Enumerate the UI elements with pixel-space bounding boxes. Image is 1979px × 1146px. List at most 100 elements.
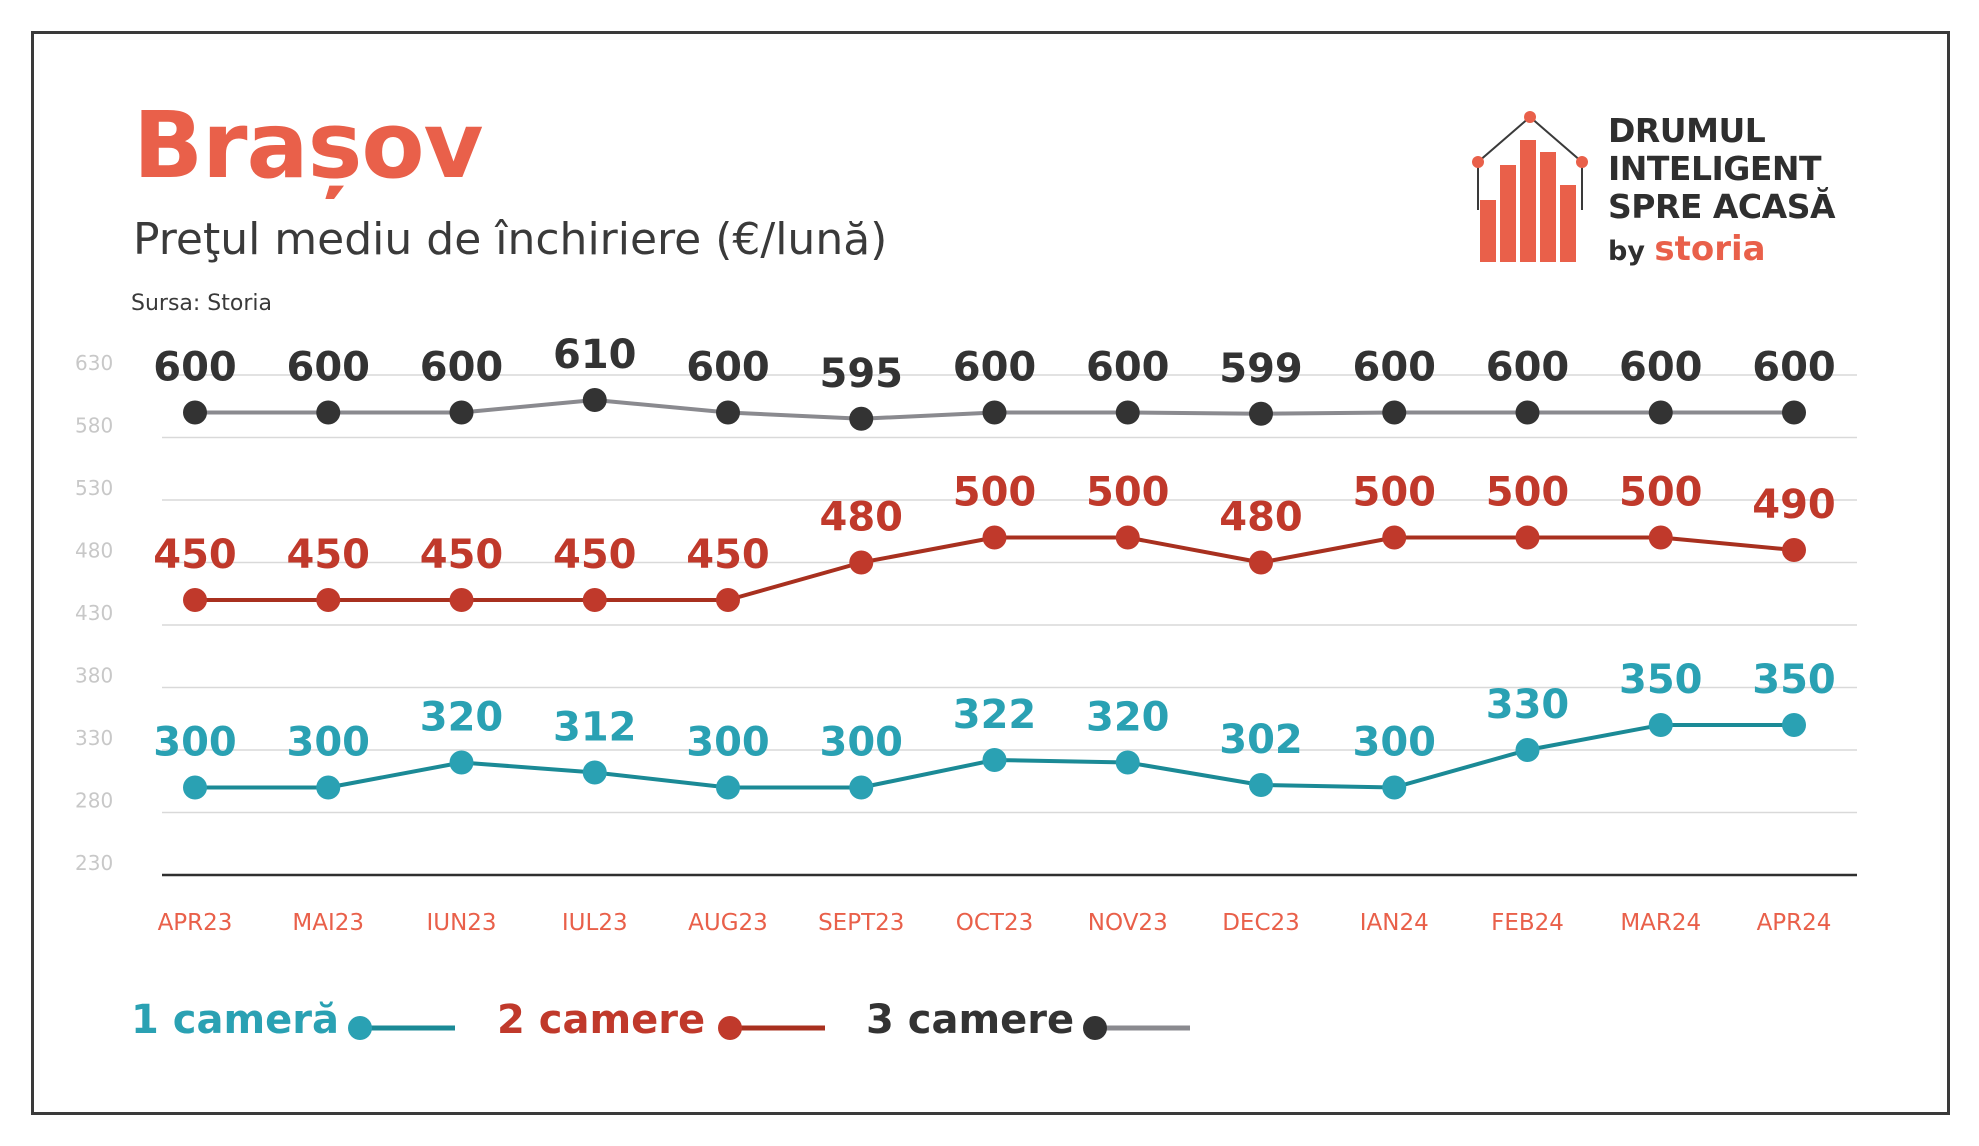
data-label: 500 bbox=[1619, 470, 1703, 516]
data-point bbox=[1382, 775, 1407, 800]
legend-marker-2 bbox=[718, 1016, 825, 1040]
series-2: 450 450 450 450 450 480 500 500 480 500 500 500 490 bbox=[153, 470, 1836, 612]
data-label: 450 bbox=[686, 532, 770, 578]
data-label: 595 bbox=[820, 351, 904, 397]
source-note: Sursa: Storia bbox=[131, 291, 272, 316]
data-label: 600 bbox=[153, 345, 237, 391]
y-tick-label: 330 bbox=[75, 726, 113, 750]
logo-wordmark: DRUMUL INTELIGENT SPRE ACASĂ bbox=[1608, 111, 1836, 226]
data-point bbox=[1249, 401, 1273, 426]
data-point bbox=[1648, 400, 1673, 425]
data-label: 300 bbox=[686, 720, 770, 766]
data-point bbox=[982, 400, 1007, 425]
logo-house-chart-icon bbox=[1472, 111, 1588, 262]
x-tick-label: APR23 bbox=[158, 910, 233, 936]
x-tick-label: MAR24 bbox=[1620, 910, 1701, 936]
data-point bbox=[449, 750, 474, 775]
data-point bbox=[183, 400, 207, 425]
data-label: 600 bbox=[1486, 345, 1570, 391]
y-tick-label: 230 bbox=[75, 851, 113, 875]
x-tick-label: DEC23 bbox=[1222, 910, 1300, 936]
data-label: 300 bbox=[287, 720, 371, 766]
data-point bbox=[716, 588, 740, 612]
logo-brand: storia bbox=[1654, 229, 1766, 269]
data-point bbox=[1782, 713, 1806, 737]
x-tick-label: FEB24 bbox=[1491, 910, 1564, 936]
data-point bbox=[716, 400, 740, 425]
data-point bbox=[1782, 538, 1806, 562]
y-tick-label: 380 bbox=[75, 664, 113, 688]
data-label: 500 bbox=[1086, 470, 1170, 516]
data-label: 450 bbox=[153, 532, 237, 578]
data-point bbox=[1515, 400, 1540, 425]
data-point bbox=[1249, 773, 1273, 797]
data-label: 300 bbox=[820, 720, 904, 766]
data-point bbox=[1382, 525, 1407, 550]
data-label: 320 bbox=[1086, 695, 1170, 741]
data-point bbox=[183, 775, 207, 800]
data-point bbox=[1249, 550, 1273, 575]
data-point bbox=[716, 775, 740, 800]
data-label: 330 bbox=[1486, 682, 1570, 728]
data-label: 450 bbox=[420, 532, 504, 578]
y-tick-label: 580 bbox=[75, 414, 113, 438]
series-1: 300 300 320 312 300 300 322 320 302 300 330 350 350 bbox=[153, 657, 1836, 800]
x-tick-label: SEPT23 bbox=[818, 910, 904, 936]
legend-marker-3 bbox=[1083, 1016, 1190, 1040]
data-point bbox=[1115, 525, 1140, 550]
data-point bbox=[582, 388, 607, 412]
y-tick-label: 480 bbox=[75, 539, 113, 563]
x-tick-label: IUL23 bbox=[562, 910, 628, 936]
series-3: 600 600 600 610 600 595 600 600 599 600 600 600 600 bbox=[153, 332, 1836, 431]
data-point bbox=[316, 775, 341, 800]
data-label: 300 bbox=[1353, 720, 1437, 766]
data-label: 600 bbox=[1752, 345, 1836, 391]
data-point bbox=[1515, 525, 1540, 550]
data-label: 600 bbox=[686, 345, 770, 391]
y-tick-label: 280 bbox=[75, 789, 113, 813]
x-tick-label: MAI23 bbox=[292, 910, 364, 936]
legend-marker-1 bbox=[348, 1016, 455, 1040]
data-label: 490 bbox=[1752, 482, 1836, 528]
data-label: 599 bbox=[1219, 346, 1303, 392]
logo-line-3: SPRE ACASĂ bbox=[1608, 187, 1836, 226]
data-label: 600 bbox=[420, 345, 504, 391]
logo-line-1: DRUMUL bbox=[1608, 111, 1766, 150]
data-label: 600 bbox=[1619, 345, 1703, 391]
y-axis-ticks: 230 280 330 380 430 480 530 580 630 bbox=[75, 351, 113, 875]
data-label: 480 bbox=[1219, 495, 1303, 541]
data-label: 600 bbox=[1353, 345, 1437, 391]
data-label: 600 bbox=[953, 345, 1037, 391]
data-label: 600 bbox=[1086, 345, 1170, 391]
data-label: 600 bbox=[287, 345, 371, 391]
data-label: 312 bbox=[553, 705, 637, 751]
logo-line-2: INTELIGENT bbox=[1608, 149, 1822, 188]
data-label: 450 bbox=[287, 532, 371, 578]
y-tick-label: 430 bbox=[75, 601, 113, 625]
y-tick-label: 630 bbox=[75, 351, 113, 375]
data-point bbox=[582, 760, 607, 785]
data-point bbox=[316, 588, 341, 612]
legend: 1 cameră 2 camere 3 camere bbox=[0, 992, 1979, 1048]
data-label: 480 bbox=[820, 495, 904, 541]
x-tick-label: IAN24 bbox=[1360, 910, 1429, 936]
data-label: 302 bbox=[1219, 717, 1303, 763]
data-point bbox=[1648, 713, 1673, 737]
data-label: 500 bbox=[953, 470, 1037, 516]
y-tick-label: 530 bbox=[75, 476, 113, 500]
x-tick-label: NOV23 bbox=[1088, 910, 1168, 936]
grid-lines bbox=[162, 374, 1857, 877]
data-label: 450 bbox=[553, 532, 637, 578]
data-point bbox=[1648, 525, 1673, 550]
x-tick-label: APR24 bbox=[1757, 910, 1832, 936]
data-point bbox=[849, 550, 874, 575]
chart-subtitle: Preţul mediu de închiriere (€/lună) bbox=[133, 214, 888, 265]
page-title: Brașov bbox=[133, 92, 484, 199]
data-point bbox=[982, 525, 1007, 550]
logo-by-storia: by storia bbox=[1608, 232, 1766, 266]
data-point bbox=[582, 588, 607, 612]
data-point bbox=[449, 400, 474, 425]
legend-label-3: 3 camere bbox=[866, 997, 1075, 1043]
data-label: 500 bbox=[1486, 470, 1570, 516]
